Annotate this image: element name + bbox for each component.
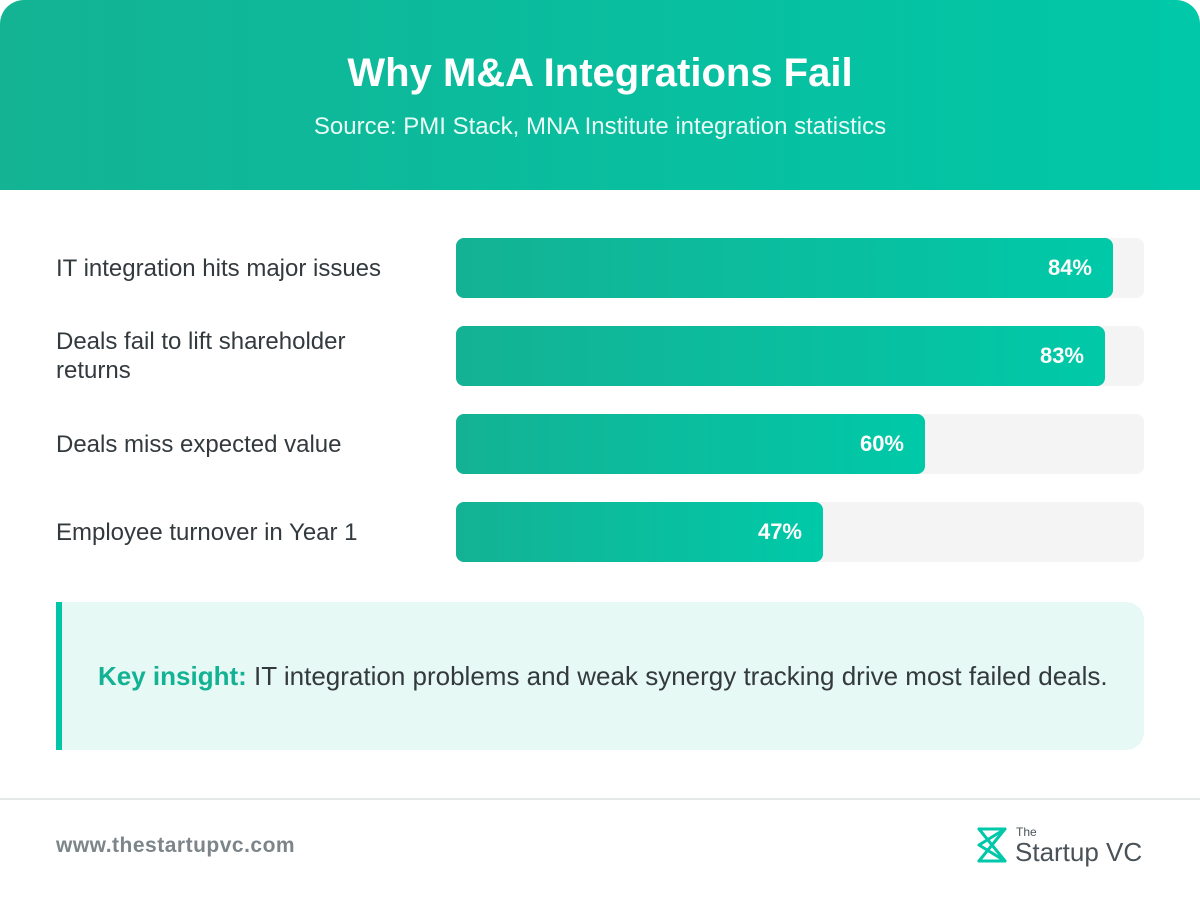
bar-value-label: 84% (1047, 255, 1092, 280)
bar: 84% (456, 238, 1113, 298)
bar-track: 47% (456, 502, 1144, 562)
logo-the-text: The (1016, 825, 1037, 839)
bar-label: Deals miss expected value (56, 430, 342, 458)
bar-label: Deals fail to lift shareholder returns (56, 328, 346, 384)
bar-value-label: 83% (1039, 343, 1084, 368)
bar-track: 83% (456, 326, 1144, 386)
startupvc-logo[interactable]: The Startup VC (975, 824, 1145, 868)
bar-value-label: 47% (757, 519, 802, 544)
bar-track: 84% (456, 238, 1144, 298)
insight-accent-bar (56, 602, 62, 750)
startupvc-logo-icon (977, 827, 1007, 863)
bar-label: Employee turnover in Year 1 (56, 518, 358, 546)
page-title: Why M&A Integrations Fail (347, 51, 853, 95)
bar: 83% (456, 326, 1105, 386)
header-banner: Why M&A Integrations Fail Source: PMI St… (0, 0, 1200, 190)
bar-value-label: 60% (859, 431, 904, 456)
bar-label: IT integration hits major issues (56, 254, 382, 282)
bar: 47% (456, 502, 823, 562)
logo-name-text: Startup VC (1015, 837, 1143, 867)
bar: 60% (456, 414, 925, 474)
page-subtitle: Source: PMI Stack, MNA Institute integra… (313, 113, 887, 140)
footer-url[interactable]: www.thestartupvc.com (56, 834, 296, 857)
bar-track: 60% (456, 414, 1144, 474)
insight-key-label: Key insight: (98, 661, 247, 691)
insight-body: IT integration problems and weak synergy… (246, 661, 1108, 691)
insight-text: Key insight: IT integration problems and… (98, 660, 1108, 692)
footer-divider (0, 798, 1200, 800)
key-insight-box: Key insight: IT integration problems and… (56, 602, 1144, 750)
